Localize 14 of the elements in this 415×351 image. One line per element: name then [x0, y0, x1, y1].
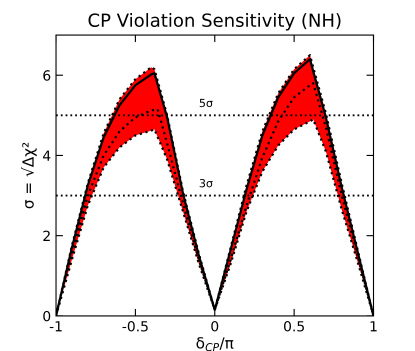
x-tick-label: 0.5	[284, 321, 304, 332]
chart-title: CP Violation Sensitivity (NH)	[88, 13, 340, 31]
y-tick-label: 4	[43, 150, 50, 161]
y-axis-title: σ = √Δχ²	[21, 142, 37, 208]
x-tick-label: -1	[50, 321, 62, 332]
y-tick-label: 0	[43, 310, 50, 322]
y-tick-label: 6	[43, 70, 50, 81]
ref-line-label: 5σ	[200, 98, 213, 108]
ref-line-label: 3σ	[200, 178, 213, 188]
x-tick-label: 1	[370, 321, 377, 332]
y-tick-label: 2	[43, 230, 50, 241]
x-axis-title: δ$_{CP}$/π	[196, 337, 234, 351]
x-tick-label: 0	[211, 321, 218, 332]
x-tick-label: -0.5	[122, 321, 148, 332]
